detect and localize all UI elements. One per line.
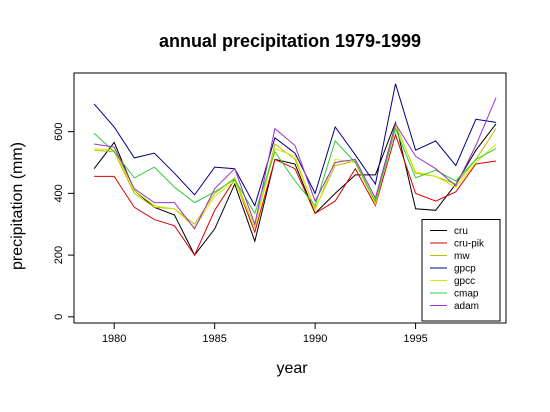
series-line-cru — [93, 120, 497, 257]
series-layer — [93, 83, 497, 257]
y-axis-label: precipitation (mm) — [9, 142, 26, 270]
legend-label-cru: cru — [454, 226, 468, 237]
legend-box — [421, 219, 501, 322]
x-axis: 1980 1985 1990 1995 — [102, 323, 428, 345]
series-line-cmap — [93, 127, 497, 215]
x-tick-label: 1990 — [303, 333, 327, 345]
legend-label-cmap: cmap — [454, 289, 479, 300]
series-line-adam — [94, 97, 497, 230]
series-line-gpcp — [93, 83, 497, 207]
x-axis-label: year — [276, 360, 308, 377]
plot-frame — [73, 72, 507, 324]
legend-label-gpcc: gpcc — [454, 276, 475, 287]
legend-label-cru-pik: cru-pik — [454, 239, 485, 250]
y-tick-label: 200 — [53, 246, 65, 264]
series-line-mw — [94, 122, 497, 229]
y-axis: 0 200 400 600 — [53, 122, 74, 320]
legend-label-mw: mw — [454, 251, 470, 262]
x-tick-label: 1980 — [102, 333, 126, 345]
legend-label-gpcp: gpcp — [454, 264, 476, 275]
y-tick-label: 600 — [53, 122, 65, 140]
chart-title: annual precipitation 1979-1999 — [159, 31, 421, 51]
y-tick-label: 0 — [53, 314, 65, 320]
y-tick-label: 400 — [53, 184, 65, 202]
legend-label-adam: adam — [454, 301, 479, 312]
series-line-cru-pik — [94, 133, 497, 257]
series-line-gpcc — [94, 123, 497, 229]
x-tick-label: 1985 — [202, 333, 226, 345]
x-tick-label: 1995 — [403, 333, 427, 345]
